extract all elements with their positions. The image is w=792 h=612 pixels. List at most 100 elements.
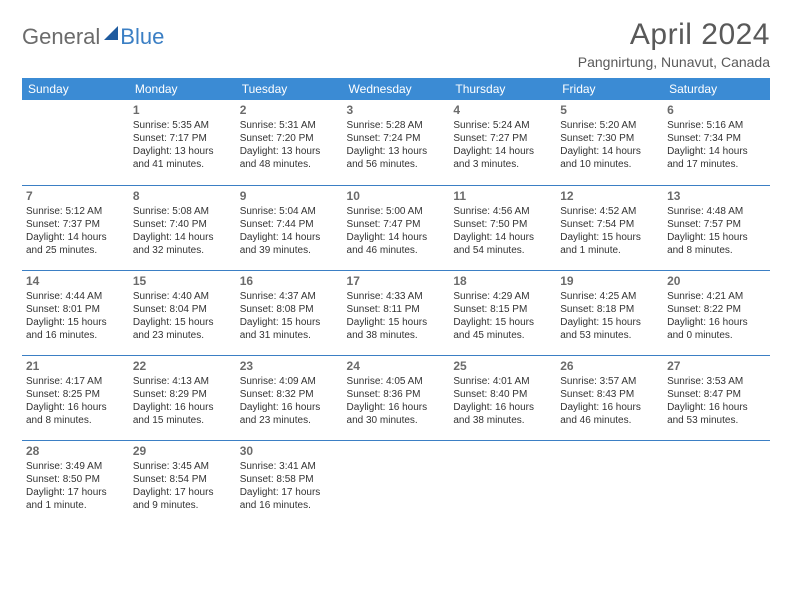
day-number: 17 (347, 274, 446, 288)
day-info: Sunrise: 4:52 AMSunset: 7:54 PMDaylight:… (560, 205, 659, 257)
col-thursday: Thursday (449, 78, 556, 100)
col-saturday: Saturday (663, 78, 770, 100)
day-number: 1 (133, 103, 232, 117)
col-wednesday: Wednesday (343, 78, 450, 100)
calendar-row: 1 Sunrise: 5:35 AMSunset: 7:17 PMDaylight… (22, 100, 770, 185)
day-info: Sunrise: 4:09 AMSunset: 8:32 PMDaylight:… (240, 375, 339, 427)
day-info: Sunrise: 4:37 AMSunset: 8:08 PMDaylight:… (240, 290, 339, 342)
day-number: 22 (133, 359, 232, 373)
day-info: Sunrise: 3:45 AMSunset: 8:54 PMDaylight:… (133, 460, 232, 512)
calendar-cell: 11 Sunrise: 4:56 AMSunset: 7:50 PMDayligh… (449, 185, 556, 270)
calendar-cell: 30Sunrise: 3:41 AMSunset: 8:58 PMDayligh… (236, 440, 343, 525)
calendar-cell: 3Sunrise: 5:28 AMSunset: 7:24 PMDaylight… (343, 100, 450, 185)
logo-text-general: General (22, 24, 100, 50)
calendar-cell: 1 Sunrise: 5:35 AMSunset: 7:17 PMDaylight… (129, 100, 236, 185)
day-number: 8 (133, 189, 232, 203)
day-info: Sunrise: 4:29 AMSunset: 8:15 PMDaylight:… (453, 290, 552, 342)
day-number: 28 (26, 444, 125, 458)
day-number: 3 (347, 103, 446, 117)
day-info: Sunrise: 4:25 AMSunset: 8:18 PMDaylight:… (560, 290, 659, 342)
header: General Blue April 2024 Pangnirtung, Nun… (22, 18, 770, 70)
day-info: Sunrise: 3:53 AMSunset: 8:47 PMDaylight:… (667, 375, 766, 427)
day-number: 16 (240, 274, 339, 288)
day-info: Sunrise: 5:35 AMSunset: 7:17 PMDaylight:… (133, 119, 232, 171)
day-info: Sunrise: 3:57 AMSunset: 8:43 PMDaylight:… (560, 375, 659, 427)
day-number: 4 (453, 103, 552, 117)
day-info: Sunrise: 5:24 AMSunset: 7:27 PMDaylight:… (453, 119, 552, 171)
day-number: 10 (347, 189, 446, 203)
calendar-cell: 28 Sunrise: 3:49 AMSunset: 8:50 PMDayligh… (22, 440, 129, 525)
calendar-cell: 18 Sunrise: 4:29 AMSunset: 8:15 PMDayligh… (449, 270, 556, 355)
day-info: Sunrise: 4:33 AMSunset: 8:11 PMDaylight:… (347, 290, 446, 342)
day-number: 9 (240, 189, 339, 203)
day-info: Sunrise: 4:05 AMSunset: 8:36 PMDaylight:… (347, 375, 446, 427)
calendar-cell: 8 Sunrise: 5:08 AMSunset: 7:40 PMDaylight… (129, 185, 236, 270)
logo: General Blue (22, 18, 164, 50)
col-friday: Friday (556, 78, 663, 100)
day-number: 7 (26, 189, 125, 203)
calendar-cell: 24 Sunrise: 4:05 AMSunset: 8:36 PMDayligh… (343, 355, 450, 440)
day-number: 29 (133, 444, 232, 458)
day-number: 24 (347, 359, 446, 373)
calendar-cell: 5 Sunrise: 5:20 AMSunset: 7:30 PMDaylight… (556, 100, 663, 185)
day-number: 15 (133, 274, 232, 288)
logo-triangle-icon (104, 26, 118, 40)
day-number: 14 (26, 274, 125, 288)
day-number: 6 (667, 103, 766, 117)
calendar-cell: 12 Sunrise: 4:52 AMSunset: 7:54 PMDayligh… (556, 185, 663, 270)
day-info: Sunrise: 4:56 AMSunset: 7:50 PMDaylight:… (453, 205, 552, 257)
calendar-cell: 25Sunrise: 4:01 AMSunset: 8:40 PMDayligh… (449, 355, 556, 440)
day-number: 19 (560, 274, 659, 288)
calendar-cell (663, 440, 770, 525)
calendar-row: 14 Sunrise: 4:44 AMSunset: 8:01 PMDayligh… (22, 270, 770, 355)
calendar-cell: 6 Sunrise: 5:16 AMSunset: 7:34 PMDaylight… (663, 100, 770, 185)
day-info: Sunrise: 5:08 AMSunset: 7:40 PMDaylight:… (133, 205, 232, 257)
calendar-cell: 19 Sunrise: 4:25 AMSunset: 8:18 PMDayligh… (556, 270, 663, 355)
calendar-cell: 22Sunrise: 4:13 AMSunset: 8:29 PMDayligh… (129, 355, 236, 440)
day-number: 5 (560, 103, 659, 117)
day-number: 27 (667, 359, 766, 373)
col-tuesday: Tuesday (236, 78, 343, 100)
calendar-cell: 15 Sunrise: 4:40 AMSunset: 8:04 PMDayligh… (129, 270, 236, 355)
col-monday: Monday (129, 78, 236, 100)
calendar-cell: 29 Sunrise: 3:45 AMSunset: 8:54 PMDayligh… (129, 440, 236, 525)
calendar-cell: 21Sunrise: 4:17 AMSunset: 8:25 PMDayligh… (22, 355, 129, 440)
location-label: Pangnirtung, Nunavut, Canada (578, 54, 770, 70)
day-number: 12 (560, 189, 659, 203)
calendar-cell (556, 440, 663, 525)
header-row: Sunday Monday Tuesday Wednesday Thursday… (22, 78, 770, 100)
day-info: Sunrise: 4:17 AMSunset: 8:25 PMDaylight:… (26, 375, 125, 427)
day-info: Sunrise: 4:01 AMSunset: 8:40 PMDaylight:… (453, 375, 552, 427)
calendar-cell: 16 Sunrise: 4:37 AMSunset: 8:08 PMDayligh… (236, 270, 343, 355)
day-info: Sunrise: 4:44 AMSunset: 8:01 PMDaylight:… (26, 290, 125, 342)
calendar-table: Sunday Monday Tuesday Wednesday Thursday… (22, 78, 770, 525)
title-block: April 2024 Pangnirtung, Nunavut, Canada (578, 18, 770, 70)
day-number: 18 (453, 274, 552, 288)
calendar-cell: 26 Sunrise: 3:57 AMSunset: 8:43 PMDayligh… (556, 355, 663, 440)
day-number: 20 (667, 274, 766, 288)
calendar-row: 28 Sunrise: 3:49 AMSunset: 8:50 PMDayligh… (22, 440, 770, 525)
day-info: Sunrise: 5:00 AMSunset: 7:47 PMDaylight:… (347, 205, 446, 257)
day-info: Sunrise: 3:49 AMSunset: 8:50 PMDaylight:… (26, 460, 125, 512)
calendar-cell: 13Sunrise: 4:48 AMSunset: 7:57 PMDayligh… (663, 185, 770, 270)
calendar-cell (343, 440, 450, 525)
calendar-cell: 2Sunrise: 5:31 AMSunset: 7:20 PMDaylight… (236, 100, 343, 185)
day-info: Sunrise: 5:12 AMSunset: 7:37 PMDaylight:… (26, 205, 125, 257)
day-info: Sunrise: 4:21 AMSunset: 8:22 PMDaylight:… (667, 290, 766, 342)
day-info: Sunrise: 4:40 AMSunset: 8:04 PMDaylight:… (133, 290, 232, 342)
day-number: 11 (453, 189, 552, 203)
calendar-cell (22, 100, 129, 185)
calendar-cell: 7 Sunrise: 5:12 AMSunset: 7:37 PMDaylight… (22, 185, 129, 270)
day-number: 13 (667, 189, 766, 203)
calendar-cell: 4 Sunrise: 5:24 AMSunset: 7:27 PMDaylight… (449, 100, 556, 185)
calendar-cell: 17 Sunrise: 4:33 AMSunset: 8:11 PMDayligh… (343, 270, 450, 355)
calendar-cell (449, 440, 556, 525)
day-number: 26 (560, 359, 659, 373)
calendar-cell: 27 Sunrise: 3:53 AMSunset: 8:47 PMDayligh… (663, 355, 770, 440)
col-sunday: Sunday (22, 78, 129, 100)
day-info: Sunrise: 5:04 AMSunset: 7:44 PMDaylight:… (240, 205, 339, 257)
calendar-cell: 23Sunrise: 4:09 AMSunset: 8:32 PMDayligh… (236, 355, 343, 440)
day-info: Sunrise: 5:16 AMSunset: 7:34 PMDaylight:… (667, 119, 766, 171)
day-info: Sunrise: 5:20 AMSunset: 7:30 PMDaylight:… (560, 119, 659, 171)
calendar-cell: 10 Sunrise: 5:00 AMSunset: 7:47 PMDayligh… (343, 185, 450, 270)
